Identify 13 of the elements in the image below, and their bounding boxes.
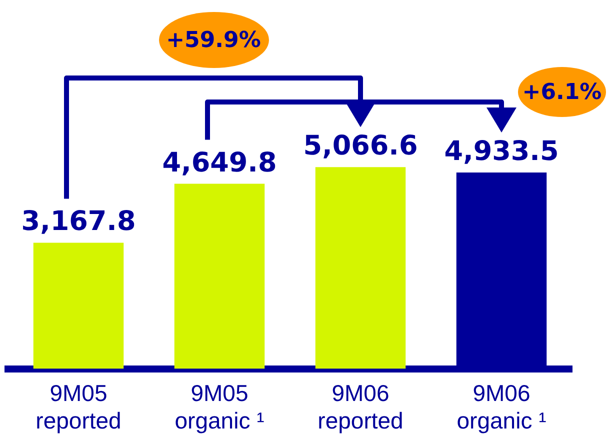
bar: [33, 242, 124, 369]
data-label: 4,933.5: [444, 136, 559, 167]
bar: [174, 184, 265, 369]
data-label: 3,167.8: [21, 206, 136, 238]
data-label: 4,649.8: [162, 147, 277, 178]
x-tick-label: 9M05 reported: [36, 380, 122, 434]
data-label: 5,066.6: [303, 130, 418, 162]
x-tick-label: 9M06 organic ¹: [456, 380, 547, 434]
text: +59.9%: [158, 12, 268, 68]
text: +6.1%: [518, 67, 606, 117]
x-tick-label: 9M06 reported: [318, 380, 404, 434]
bar: [315, 167, 406, 369]
x-tick-label: 9M05 organic ¹: [174, 380, 265, 434]
